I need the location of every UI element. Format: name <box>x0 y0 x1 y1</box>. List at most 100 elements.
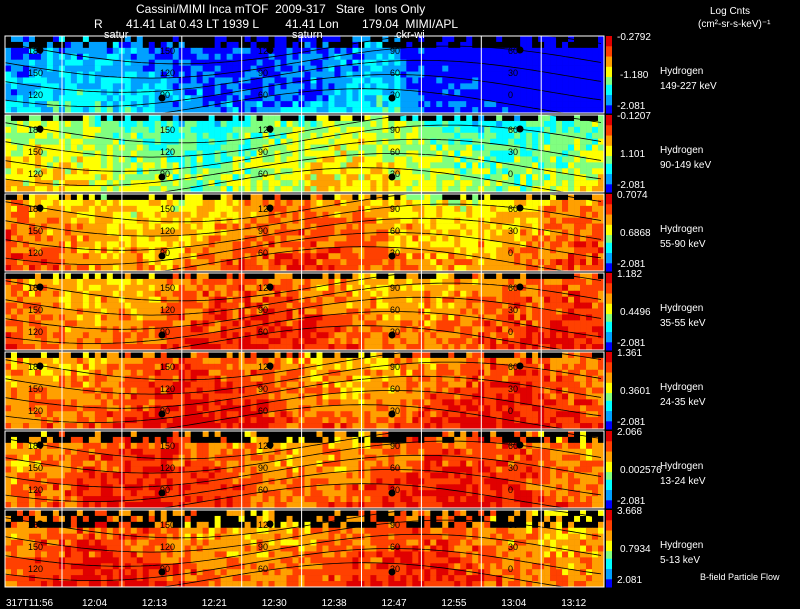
heatmap-cell <box>436 217 443 224</box>
heatmap-cell <box>454 211 461 218</box>
heatmap-cell <box>154 235 162 242</box>
heatmap-cell <box>334 265 341 272</box>
heatmap-cell <box>280 41 287 49</box>
heatmap-cell <box>166 211 174 218</box>
heatmap-cell <box>460 302 467 309</box>
heatmap-cell <box>124 265 132 272</box>
heatmap-cell <box>466 83 473 90</box>
heatmap-cell <box>46 36 54 43</box>
heatmap-cell <box>250 235 257 242</box>
heatmap-cell <box>160 302 168 309</box>
heatmap-cell <box>100 115 108 122</box>
heatmap-cell <box>400 53 407 60</box>
heatmap-cell <box>328 302 335 309</box>
heatmap-cell <box>574 290 581 297</box>
heatmap-cell <box>142 273 150 280</box>
heatmap-cell <box>580 247 587 254</box>
heatmap-cell <box>70 320 78 327</box>
heatmap-cell <box>322 126 329 134</box>
heatmap-cell <box>472 150 479 157</box>
heatmap-cell <box>190 41 197 49</box>
heatmap-cell <box>370 320 377 327</box>
contour-label: 30 <box>508 147 518 157</box>
contour-label: 90 <box>390 125 400 135</box>
heatmap-cell <box>472 180 479 187</box>
heatmap-cell <box>388 59 395 66</box>
heatmap-cell <box>52 241 60 248</box>
heatmap-cell <box>364 101 371 108</box>
heatmap-cell <box>268 83 275 90</box>
heatmap-cell <box>436 95 443 102</box>
heatmap-cell <box>448 235 455 242</box>
heatmap-cell <box>424 259 431 266</box>
heatmap-cell <box>436 89 443 96</box>
heatmap-cell <box>436 36 443 43</box>
heatmap-cell <box>220 115 227 122</box>
heatmap-cell <box>226 273 233 280</box>
heatmap-cell <box>430 290 437 297</box>
heatmap-cell <box>148 174 156 181</box>
heatmap-cell <box>202 107 209 114</box>
heatmap-cell <box>154 308 162 315</box>
heatmap-cell <box>46 253 54 260</box>
heatmap-cell <box>466 247 473 254</box>
heatmap-cell <box>292 107 299 114</box>
heatmap-cell <box>64 253 72 260</box>
heatmap-cell <box>226 174 233 181</box>
heatmap-cell <box>244 174 251 181</box>
heatmap-cell <box>328 259 335 266</box>
heatmap-cell <box>52 77 60 84</box>
heatmap-cell <box>400 205 407 213</box>
heatmap-cell <box>346 186 353 193</box>
heatmap-cell <box>580 211 587 218</box>
heatmap-cell <box>376 247 383 254</box>
heatmap-cell <box>316 162 323 169</box>
heatmap-cell <box>268 308 275 315</box>
heatmap-cell <box>76 223 84 230</box>
heatmap-cell <box>124 199 132 207</box>
heatmap-cell <box>172 138 180 145</box>
heatmap-cell <box>574 284 581 292</box>
heatmap-cell <box>328 150 335 157</box>
heatmap-cell <box>196 247 203 254</box>
heatmap-cell <box>436 290 443 297</box>
heatmap-cell <box>580 180 587 187</box>
heatmap-cell <box>388 41 395 49</box>
heatmap-cell <box>598 162 605 169</box>
heatmap-cell <box>16 174 24 181</box>
heatmap-cell <box>250 41 257 49</box>
heatmap-cell <box>136 47 144 55</box>
heatmap-cell <box>370 180 377 187</box>
heatmap-cell <box>580 174 587 181</box>
heatmap-cell <box>52 144 60 151</box>
heatmap-cell <box>196 308 203 315</box>
heatmap-cell <box>520 308 527 315</box>
heatmap-cell <box>64 126 72 134</box>
heatmap-cell <box>562 41 569 49</box>
heatmap-cell <box>124 241 132 248</box>
heatmap-cell <box>256 174 263 181</box>
heatmap-cell <box>274 180 281 187</box>
heatmap-cell <box>292 77 299 84</box>
heatmap-cell <box>466 241 473 248</box>
heatmap-cell <box>310 259 317 266</box>
heatmap-cell <box>268 235 275 242</box>
heatmap-cell <box>322 273 329 280</box>
heatmap-cell <box>496 144 503 151</box>
colorbar-step <box>606 77 612 81</box>
heatmap-cell <box>430 308 437 315</box>
heatmap-cell <box>184 150 191 157</box>
heatmap-cell <box>460 174 467 181</box>
heatmap-cell <box>268 41 275 49</box>
heatmap-cell <box>112 65 120 72</box>
heatmap-cell <box>226 126 233 134</box>
heatmap-cell <box>442 168 449 175</box>
heatmap-cell <box>292 95 299 102</box>
heatmap-cell <box>466 150 473 157</box>
heatmap-cell <box>490 120 497 128</box>
heatmap-cell <box>508 59 515 66</box>
heatmap-cell <box>22 194 30 201</box>
heatmap-cell <box>316 156 323 163</box>
heatmap-cell <box>214 241 221 248</box>
heatmap-cell <box>286 296 293 303</box>
